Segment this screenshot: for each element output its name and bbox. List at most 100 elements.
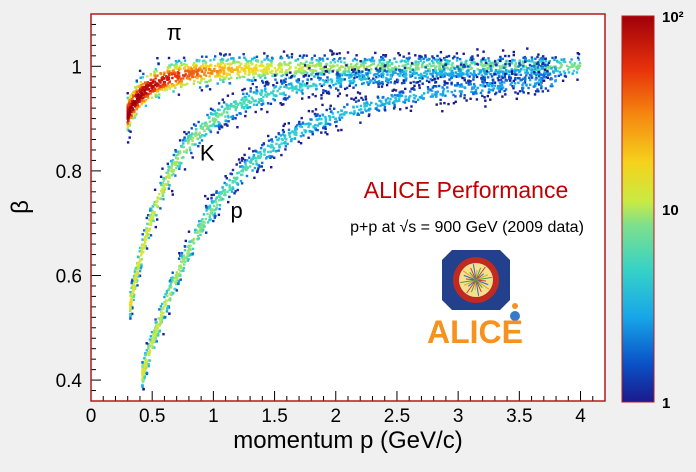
- logo-text: ALICE: [427, 314, 523, 350]
- heatmap-cell: [151, 345, 155, 348]
- heatmap-cell: [162, 85, 165, 88]
- heatmap-cell: [162, 191, 166, 194]
- heatmap-cell: [330, 65, 333, 69]
- heatmap-cell: [213, 120, 216, 123]
- heatmap-cell: [438, 67, 441, 70]
- heatmap-cell: [178, 165, 181, 168]
- heatmap-cell: [264, 90, 268, 94]
- heatmap-cell: [269, 59, 272, 62]
- heatmap-cell: [373, 79, 376, 82]
- heatmap-cell: [537, 53, 540, 56]
- heatmap-cell: [297, 78, 300, 81]
- band-proton: [141, 68, 557, 391]
- heatmap-cell: [459, 95, 462, 98]
- heatmap-cell: [198, 225, 201, 229]
- heatmap-cell: [129, 298, 132, 302]
- heatmap-cell: [221, 98, 224, 101]
- heatmap-cell: [165, 290, 169, 293]
- heatmap-cell: [481, 77, 485, 80]
- heatmap-cell: [504, 72, 507, 76]
- heatmap-cell: [205, 133, 208, 136]
- heatmap-cell: [264, 87, 267, 90]
- heatmap-cell: [491, 61, 494, 64]
- heatmap-cell: [382, 75, 385, 79]
- heatmap-cell: [434, 81, 437, 84]
- heatmap-cell: [322, 83, 325, 87]
- heatmap-cell: [416, 98, 420, 101]
- heatmap-cell: [238, 56, 241, 59]
- heatmap-cell: [412, 94, 416, 97]
- heatmap-cell: [338, 81, 341, 84]
- heatmap-cell: [243, 56, 246, 59]
- heatmap-cell: [228, 107, 231, 110]
- heatmap-cell: [340, 109, 344, 113]
- heatmap-cell: [413, 69, 416, 72]
- heatmap-cell: [253, 156, 257, 160]
- heatmap-cell: [142, 374, 145, 377]
- heatmap-cell: [273, 66, 277, 70]
- heatmap-cell: [177, 69, 181, 72]
- heatmap-cell: [388, 100, 391, 103]
- heatmap-cell: [471, 55, 474, 58]
- heatmap-cell: [480, 59, 483, 62]
- heatmap-cell: [460, 90, 463, 93]
- heatmap-cell: [214, 114, 218, 117]
- heatmap-cell: [418, 54, 421, 58]
- heatmap-cell: [539, 73, 542, 76]
- heatmap-cell: [127, 125, 130, 128]
- heatmap-cell: [407, 57, 410, 60]
- heatmap-cell: [469, 65, 472, 68]
- heatmap-cell: [315, 114, 318, 117]
- heatmap-cell: [162, 307, 165, 311]
- heatmap-cell: [439, 102, 442, 105]
- heatmap-cell: [244, 163, 247, 166]
- y-tick-labels: 0.40.60.81: [56, 57, 83, 392]
- heatmap-cell: [280, 142, 283, 145]
- heatmap-cell: [140, 97, 144, 100]
- heatmap-cell: [548, 73, 552, 76]
- heatmap-cell: [174, 80, 178, 83]
- heatmap-cell: [438, 63, 442, 66]
- heatmap-cell: [130, 296, 133, 299]
- heatmap-cell: [267, 150, 270, 154]
- heatmap-cell: [536, 61, 540, 64]
- heatmap-cell: [197, 60, 200, 63]
- heatmap-cell: [484, 73, 487, 76]
- heatmap-cell: [428, 68, 431, 71]
- heatmap-cell: [231, 92, 234, 95]
- heatmap-cell: [445, 55, 448, 58]
- heatmap-cell: [319, 64, 322, 67]
- heatmap-cell: [128, 108, 132, 111]
- heatmap-cell: [136, 94, 139, 97]
- heatmap-cell: [181, 139, 185, 142]
- heatmap-cell: [164, 293, 167, 296]
- heatmap-cell: [271, 140, 274, 143]
- heatmap-cell: [470, 90, 473, 93]
- heatmap-cell: [435, 103, 438, 106]
- heatmap-cell: [135, 269, 138, 272]
- heatmap-cell: [309, 122, 312, 126]
- heatmap-cell: [434, 90, 437, 94]
- heatmap-cell: [165, 183, 168, 186]
- heatmap-cell: [280, 63, 283, 66]
- heatmap-cell: [326, 68, 329, 71]
- heatmap-cell: [329, 104, 332, 107]
- heatmap-cell: [153, 70, 156, 73]
- heatmap-cell: [129, 313, 132, 317]
- heatmap-cell: [380, 103, 384, 107]
- heatmap-cell: [263, 149, 266, 153]
- heatmap-cell: [230, 172, 234, 176]
- heatmap-cell: [194, 132, 197, 135]
- heatmap-cell: [128, 100, 131, 103]
- heatmap-cell: [330, 81, 333, 84]
- heatmap-cell: [256, 169, 259, 172]
- heatmap-cell: [514, 78, 517, 81]
- heatmap-cell: [434, 67, 437, 70]
- heatmap-cell: [541, 90, 544, 93]
- heatmap-cell: [376, 81, 379, 84]
- heatmap-bands: [126, 47, 582, 391]
- heatmap-cell: [253, 56, 256, 59]
- heatmap-cell: [240, 159, 244, 162]
- heatmap-cell: [226, 124, 229, 127]
- heatmap-cell: [464, 86, 467, 90]
